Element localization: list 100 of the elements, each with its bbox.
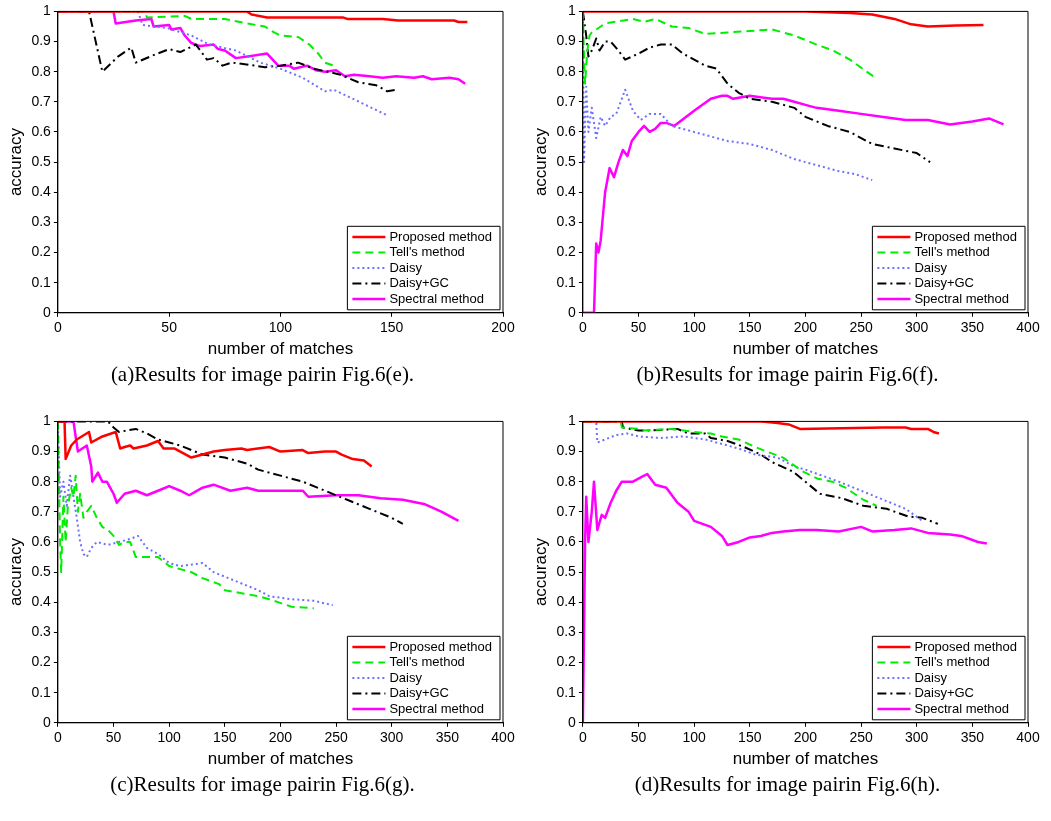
y-tick-label: 0.5 [556, 152, 577, 169]
y-tick-label: 0.5 [31, 152, 52, 169]
x-tick-label: 250 [849, 729, 873, 746]
x-tick-label: 50 [630, 729, 647, 746]
y-tick-label: 0.5 [31, 562, 52, 579]
y-axis-title: accuracy [530, 537, 550, 607]
y-tick-label: 0.5 [556, 562, 577, 579]
y-tick-label: 0.9 [556, 442, 577, 459]
y-tick-label: 0.6 [31, 532, 52, 549]
x-tick-label: 300 [380, 729, 404, 746]
y-tick-label: 0.1 [31, 273, 52, 290]
legend-label: Daisy [914, 259, 948, 275]
legend-label: Spectral method [914, 290, 1010, 306]
y-tick-label: 0.4 [31, 183, 52, 200]
x-tick-label: 250 [324, 729, 348, 746]
x-tick-label: 300 [905, 319, 929, 336]
y-tick-label: 0.7 [556, 502, 577, 519]
y-tick-label: 1 [568, 412, 577, 429]
legend-label: Spectral method [914, 700, 1010, 716]
x-tick-label: 100 [157, 729, 182, 746]
legend-label: Spectral method [389, 700, 485, 716]
y-tick-label: 0.2 [31, 653, 52, 670]
y-tick-label: 1 [568, 2, 577, 19]
x-axis-title: number of matches [207, 749, 354, 769]
x-tick-label: 400 [1016, 729, 1040, 746]
x-axis-title: number of matches [207, 339, 354, 359]
y-tick-label: 0.9 [31, 442, 52, 459]
legend-label: Daisy+GC [914, 275, 974, 291]
x-tick-label: 350 [960, 729, 985, 746]
y-tick-label: 0 [568, 303, 577, 320]
y-tick-label: 0.8 [31, 62, 52, 79]
y-axis-title: accuracy [5, 537, 25, 607]
y-tick-label: 0.3 [31, 623, 52, 640]
legend-label: Tell's method [914, 244, 990, 260]
y-tick-label: 0.9 [556, 32, 577, 49]
y-tick-label: 0.1 [31, 683, 52, 700]
x-tick-label: 100 [682, 319, 707, 336]
x-tick-label: 150 [738, 729, 762, 746]
y-tick-label: 0.7 [31, 92, 52, 109]
x-tick-label: 200 [793, 319, 818, 336]
legend-label: Tell's method [389, 654, 465, 670]
y-tick-label: 1 [43, 2, 52, 19]
y-tick-label: 0.6 [556, 122, 577, 139]
y-tick-label: 0.4 [556, 183, 577, 200]
x-tick-label: 250 [849, 319, 873, 336]
y-tick-label: 0.7 [31, 502, 52, 519]
x-tick-label: 200 [268, 729, 293, 746]
y-tick-label: 0.3 [556, 213, 577, 230]
y-axis-title: accuracy [5, 127, 25, 197]
y-tick-label: 0.1 [556, 683, 577, 700]
x-tick-label: 400 [1016, 319, 1040, 336]
legend-label: Daisy+GC [914, 685, 974, 701]
x-tick-label: 150 [213, 729, 237, 746]
text: (d)Results for image pairin Fig.6(h). [633, 772, 942, 797]
y-tick-label: 0.1 [556, 273, 577, 290]
x-tick-label: 300 [905, 729, 929, 746]
y-tick-label: 0.2 [556, 653, 577, 670]
text: (a)Results for image pairin Fig.6(e). [109, 362, 416, 387]
x-tick-label: 50 [161, 319, 178, 336]
y-tick-label: 0 [568, 713, 577, 730]
x-axis-title: number of matches [732, 339, 879, 359]
x-tick-label: 400 [491, 729, 515, 746]
text: (c)Results for image pairin Fig.6(g). [109, 772, 416, 797]
y-tick-label: 0.2 [556, 243, 577, 260]
y-tick-label: 0.3 [31, 213, 52, 230]
legend-label: Daisy+GC [389, 275, 449, 291]
x-tick-label: 350 [435, 729, 460, 746]
x-tick-label: 150 [738, 319, 762, 336]
y-tick-label: 0 [43, 713, 52, 730]
y-tick-label: 0.2 [31, 243, 52, 260]
x-tick-label: 100 [268, 319, 293, 336]
legend-label: Daisy [389, 259, 423, 275]
x-tick-label: 200 [491, 319, 515, 336]
x-tick-label: 150 [380, 319, 404, 336]
legend-label: Tell's method [914, 654, 990, 670]
y-tick-label: 1 [43, 412, 52, 429]
legend-label: Proposed method [914, 228, 1017, 244]
text: (b)Results for image pairin Fig.6(f). [635, 362, 940, 387]
y-tick-label: 0.4 [31, 593, 52, 610]
x-axis-title: number of matches [732, 749, 879, 769]
legend-label: Tell's method [389, 244, 465, 260]
y-tick-label: 0.9 [31, 32, 52, 49]
y-tick-label: 0 [43, 303, 52, 320]
legend-label: Daisy [914, 669, 948, 685]
y-tick-label: 0.7 [556, 92, 577, 109]
y-tick-label: 0.8 [556, 472, 577, 489]
legend-label: Daisy+GC [389, 685, 449, 701]
legend-label: Daisy [389, 669, 423, 685]
legend-label: Proposed method [914, 638, 1017, 654]
y-tick-label: 0.3 [556, 623, 577, 640]
y-tick-label: 0.6 [556, 532, 577, 549]
y-tick-label: 0.6 [31, 122, 52, 139]
x-tick-label: 350 [960, 319, 985, 336]
y-tick-label: 0.8 [556, 62, 577, 79]
y-tick-label: 0.4 [556, 593, 577, 610]
legend-label: Spectral method [389, 290, 485, 306]
y-axis-title: accuracy [530, 127, 550, 197]
legend-label: Proposed method [389, 638, 492, 654]
y-tick-label: 0.8 [31, 472, 52, 489]
legend-label: Proposed method [389, 228, 492, 244]
